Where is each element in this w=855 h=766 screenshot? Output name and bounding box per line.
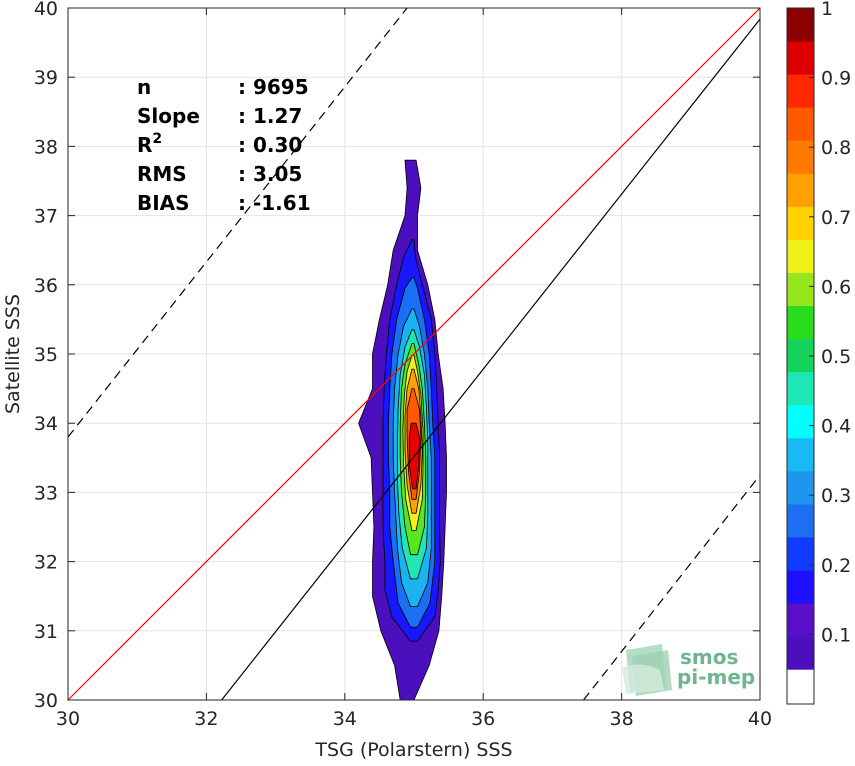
colorbar-band	[787, 140, 814, 174]
x-tick-label: 38	[610, 708, 634, 730]
colorbar: 0.1 0.2 0.3 0.4 0.5 0.6 0.7 0.8 0.9 1	[786, 0, 851, 705]
stat-name: BIAS	[137, 191, 190, 215]
colorbar-band	[787, 404, 814, 439]
colorbar-band	[787, 470, 814, 505]
logo-line1: smos	[680, 645, 738, 669]
y-tick-label: 30	[34, 690, 58, 712]
colorbar-tick-label: 1	[821, 0, 833, 20]
y-tick-label: 35	[34, 344, 58, 366]
colorbar-band	[787, 107, 814, 141]
y-tick-label: 36	[34, 275, 58, 297]
y-tick-label: 34	[34, 413, 58, 435]
colorbar-band	[787, 305, 814, 340]
one-to-one-line	[67, 7, 761, 701]
y-axis: 30 31 32 33 34 35 36 37 38 39 40	[34, 0, 760, 712]
stat-value: : 0.30	[238, 133, 302, 157]
x-tick-label: 34	[333, 708, 357, 730]
upper-bound-dashed-line	[67, 7, 408, 438]
x-tick-label: 30	[56, 708, 80, 730]
colorbar-band	[787, 41, 814, 75]
stat-name: Slope	[137, 104, 200, 128]
colorbar-tick-label: 0.7	[821, 207, 851, 229]
colorbar-band	[787, 272, 814, 307]
colorbar-band	[787, 8, 814, 42]
logo-mark-icon	[622, 644, 672, 696]
colorbar-band	[787, 636, 814, 670]
x-tick-label: 36	[471, 708, 495, 730]
y-tick-label: 32	[34, 552, 58, 574]
regression-fit-line	[221, 18, 761, 701]
colorbar-band	[787, 239, 814, 273]
stat-value: : -1.61	[238, 191, 311, 215]
colorbar-band	[787, 206, 814, 240]
colorbar-tick-label: 0.4	[821, 416, 851, 438]
x-axis: 30 32 34 36 38 40	[56, 8, 772, 730]
stat-value: : 9695	[238, 75, 309, 99]
colorbar-band	[787, 503, 814, 538]
reference-lines	[67, 7, 761, 701]
x-tick-label: 32	[194, 708, 218, 730]
stat-value: : 3.05	[238, 162, 302, 186]
colorbar-band	[787, 437, 814, 472]
x-axis-label: TSG (Polarstern) SSS	[314, 739, 512, 761]
y-tick-label: 37	[34, 206, 58, 228]
colorbar-tick-label: 0.8	[821, 137, 851, 159]
colorbar-empty-band	[787, 669, 814, 704]
y-tick-label: 40	[34, 0, 58, 20]
y-tick-label: 38	[34, 136, 58, 158]
colorbar-band	[787, 536, 814, 571]
smos-pi-mep-logo: smos pi-mep	[622, 644, 755, 696]
colorbar-tick-label: 0.1	[821, 624, 851, 646]
y-tick-label: 33	[34, 482, 58, 504]
stat-name: n	[137, 75, 151, 99]
colorbar-band	[787, 603, 814, 637]
density-contours	[358, 159, 447, 701]
logo-line2: pi-mep	[677, 665, 755, 689]
colorbar-band	[787, 570, 814, 604]
colorbar-tick-label: 0.6	[821, 276, 851, 298]
stat-name: RMS	[137, 162, 187, 186]
colorbar-tick-label: 0.9	[821, 68, 851, 90]
stat-value: : 1.27	[238, 104, 302, 128]
lower-bound-dashed-line	[583, 474, 761, 701]
y-axis-label: Satellite SSS	[2, 294, 24, 414]
colorbar-band	[787, 173, 814, 207]
colorbar-band	[787, 74, 814, 108]
colorbar-band	[787, 371, 814, 406]
colorbar-tick-label: 0.5	[821, 346, 851, 368]
y-tick-label: 39	[34, 67, 58, 89]
x-tick-label: 40	[748, 708, 772, 730]
colorbar-tick-label: 0.2	[821, 555, 851, 577]
y-tick-label: 31	[34, 621, 58, 643]
colorbar-band	[787, 338, 814, 373]
colorbar-tick-label: 0.3	[821, 485, 851, 507]
